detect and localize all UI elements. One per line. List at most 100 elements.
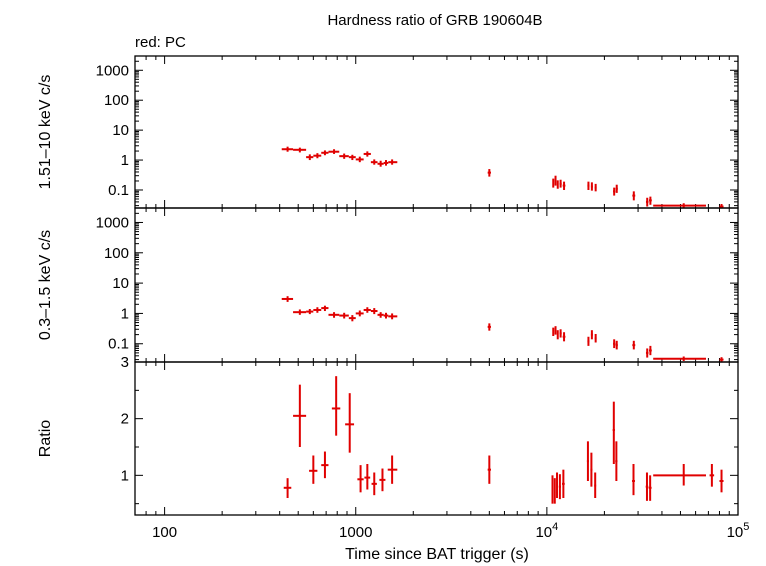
y-axis-label-hard: 1.51–10 keV c/s <box>37 75 54 190</box>
data-point <box>377 160 384 167</box>
data-point <box>632 191 636 201</box>
data-point <box>648 345 652 356</box>
y-tick-label: 1 <box>121 152 129 169</box>
data-point <box>387 455 398 484</box>
data-point <box>558 474 561 500</box>
data-point <box>562 332 566 342</box>
x-tick-label: 104 <box>535 521 558 541</box>
data-point <box>556 472 559 498</box>
y-axis-label-ratio: Ratio <box>37 420 54 457</box>
data-point <box>615 184 618 193</box>
data-point <box>556 180 559 189</box>
data-point <box>293 147 307 153</box>
data-point <box>586 441 589 481</box>
x-tick-label: 105 <box>727 521 750 541</box>
data-point <box>645 348 649 358</box>
data-point <box>487 323 491 331</box>
y-tick-label: 100 <box>104 245 129 262</box>
data-point <box>587 336 590 346</box>
data-point <box>348 154 356 161</box>
data-point <box>363 307 371 313</box>
data-point <box>339 153 349 159</box>
data-point <box>594 472 597 498</box>
series-ratio <box>283 376 724 504</box>
data-point <box>587 181 590 190</box>
data-point <box>590 182 593 191</box>
data-point <box>339 312 349 319</box>
data-point <box>321 150 329 156</box>
chart-subtitle: red: PC <box>135 34 186 51</box>
data-point <box>615 340 618 350</box>
data-point <box>345 393 355 453</box>
data-point <box>613 339 616 349</box>
data-point <box>364 464 371 490</box>
data-point <box>331 376 341 436</box>
data-point <box>306 154 314 161</box>
data-point <box>313 307 322 313</box>
data-point <box>719 204 724 208</box>
data-point <box>357 465 364 493</box>
x-tick-label: 100 <box>152 524 177 541</box>
data-point <box>653 464 706 486</box>
y-tick-label: 1 <box>121 305 129 322</box>
data-point <box>313 153 322 159</box>
y-tick-label: 0.1 <box>108 336 129 353</box>
data-point <box>487 169 491 177</box>
data-point <box>709 464 715 487</box>
y-tick-label: 1 <box>121 467 129 484</box>
data-point <box>562 181 566 190</box>
x-tick-label-exponent: 4 <box>552 521 558 533</box>
data-point <box>554 326 557 335</box>
data-point <box>594 333 597 343</box>
data-point <box>487 455 491 484</box>
data-point <box>370 308 378 315</box>
data-point <box>321 305 329 312</box>
x-axis-label: Time since BAT trigger (s) <box>345 546 529 563</box>
data-point <box>648 196 652 205</box>
data-point <box>559 329 562 338</box>
data-point <box>370 159 378 165</box>
data-point <box>590 330 593 340</box>
y-tick-label: 0.1 <box>108 182 129 199</box>
data-point <box>355 310 364 317</box>
data-point <box>355 156 364 163</box>
data-point <box>321 451 329 479</box>
y-tick-label: 2 <box>121 411 129 428</box>
data-point <box>371 472 377 496</box>
data-point <box>379 468 386 492</box>
data-point <box>719 469 724 493</box>
data-point <box>293 309 307 315</box>
data-point <box>328 312 340 318</box>
data-point <box>377 312 384 318</box>
y-tick-label: 100 <box>104 92 129 109</box>
data-point <box>612 401 615 464</box>
x-tick-label: 1000 <box>339 524 372 541</box>
panel-ratio-frame <box>134 361 739 516</box>
data-point <box>383 160 389 166</box>
data-point <box>562 469 565 498</box>
y-tick-label: 1000 <box>96 214 129 231</box>
series-hard <box>281 146 724 208</box>
data-point <box>309 455 318 484</box>
data-point <box>281 296 294 302</box>
data-point <box>615 441 618 481</box>
data-point <box>306 308 314 315</box>
data-point <box>653 203 706 208</box>
y-axis-label-soft: 0.3–1.5 keV c/s <box>37 230 54 340</box>
data-point <box>328 149 340 154</box>
data-point <box>551 475 554 504</box>
data-point <box>388 159 398 165</box>
data-point <box>552 327 555 337</box>
panel-hard-frame <box>134 55 739 209</box>
data-point <box>632 464 635 496</box>
data-point <box>553 478 556 504</box>
data-point <box>590 452 593 487</box>
data-point <box>383 312 389 319</box>
data-point <box>554 175 557 186</box>
panel-ratio: 1 2 3 Ratio <box>37 354 739 516</box>
panel-hard: 0.1 1 10 100 1000 1.51–10 keV c/s <box>37 55 739 209</box>
data-point <box>283 478 292 498</box>
data-point <box>293 384 307 447</box>
data-point <box>281 146 294 152</box>
